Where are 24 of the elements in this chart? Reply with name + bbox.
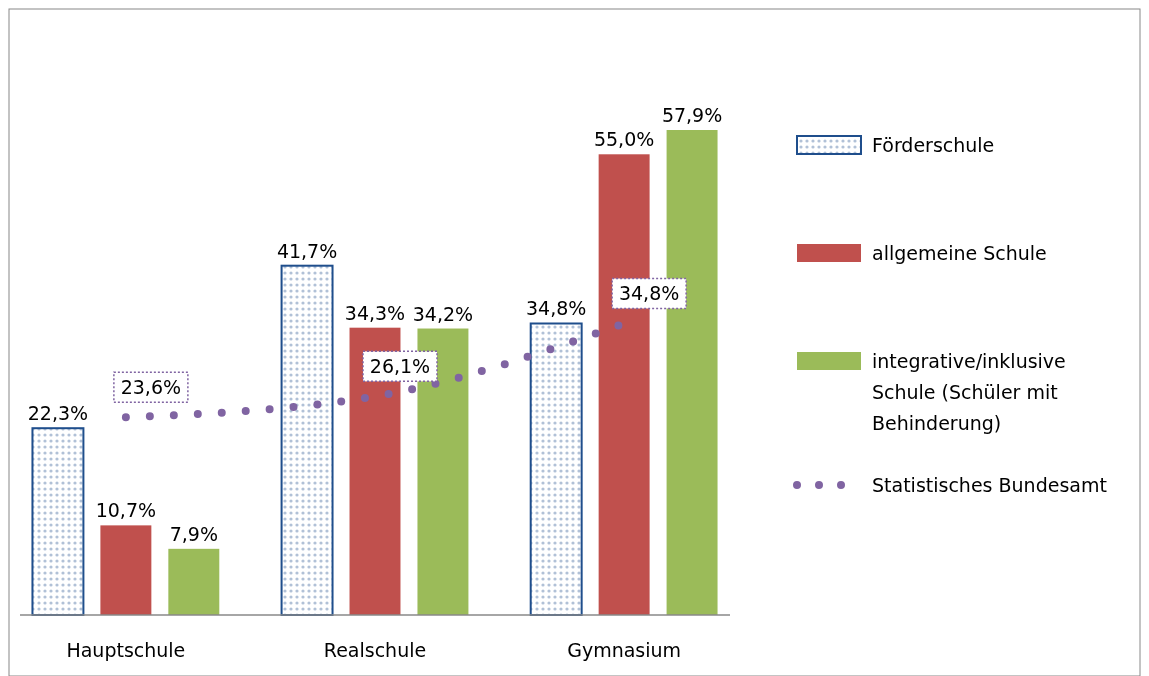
- data-label: 26,1%: [369, 355, 431, 378]
- data-label: 10,7%: [95, 499, 157, 522]
- data-label: 7,9%: [169, 522, 218, 545]
- data-label: 55,0%: [593, 128, 655, 151]
- x-tick-label: Realschule: [323, 639, 427, 661]
- data-label: 34,8%: [526, 297, 587, 320]
- data-label: 34,2%: [412, 302, 474, 325]
- legend-label: allgemeine Schule: [872, 242, 1047, 264]
- legend-label: Statistisches Bundesamt: [872, 474, 1107, 496]
- data-label: 23,6%: [120, 376, 182, 399]
- data-label: 41,7%: [276, 239, 338, 262]
- bar: [280, 264, 334, 616]
- data-label: 57,9%: [661, 104, 723, 126]
- bar: [100, 525, 152, 615]
- data-label: 34,3%: [344, 301, 406, 324]
- bar: [31, 427, 85, 616]
- x-tick-label: Hauptschule: [66, 639, 186, 661]
- bar: [168, 548, 220, 615]
- data-label: 34,8%: [618, 282, 680, 305]
- data-label: 22,3%: [27, 402, 89, 425]
- x-tick-label: Gymnasium: [567, 639, 682, 661]
- legend-label: Förderschule: [872, 134, 995, 156]
- legend-label: integrative/inklusive Schule (Schüler mit Behinderung): [872, 350, 1066, 434]
- bar: [529, 322, 583, 616]
